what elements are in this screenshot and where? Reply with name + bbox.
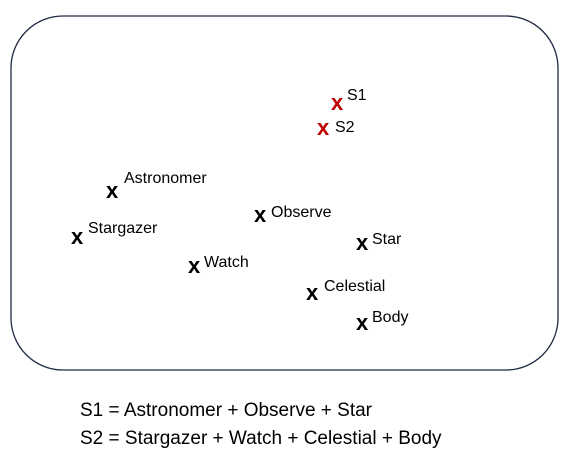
point-label-star: Star [372,231,402,248]
point-astronomer: x Astronomer [106,170,207,203]
legend-s2-definition: S2 = Stargazer + Watch + Celestial + Bod… [80,428,442,449]
point-marker-star: x [356,230,369,255]
point-stargazer: x Stargazer [71,220,158,249]
point-marker-watch: x [188,253,201,278]
point-celestial: x Celestial [306,278,385,305]
point-label-watch: Watch [204,254,249,271]
point-label-celestial: Celestial [324,278,385,295]
legend-s1-definition: S1 = Astronomer + Observe + Star [80,400,373,421]
point-marker-s2: x [317,115,330,140]
point-marker-stargazer: x [71,224,84,249]
point-marker-observe: x [254,202,267,227]
point-marker-body: x [356,310,369,335]
diagram-frame [10,15,559,371]
point-marker-astronomer: x [106,178,119,203]
point-watch: x Watch [188,253,249,278]
point-observe: x Observe [254,202,332,227]
point-s2: x S2 [317,115,355,140]
point-label-observe: Observe [271,204,332,221]
point-label-astronomer: Astronomer [124,170,207,187]
point-s1: x S1 [331,87,367,115]
point-label-stargazer: Stargazer [88,220,158,237]
point-marker-celestial: x [306,280,319,305]
point-star: x Star [356,230,402,255]
point-marker-s1: x [331,90,344,115]
point-label-s1: S1 [347,87,367,104]
point-label-body: Body [372,309,408,326]
point-label-s2: S2 [335,119,355,136]
point-body: x Body [356,309,408,335]
